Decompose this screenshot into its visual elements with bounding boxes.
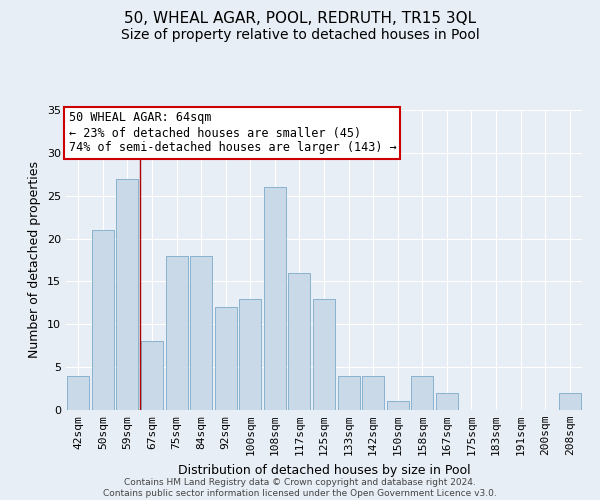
Bar [362,376,384,410]
Text: 50 WHEAL AGAR: 64sqm
← 23% of detached houses are smaller (45)
74% of semi-detac: 50 WHEAL AGAR: 64sqm ← 23% of detached h… [68,112,397,154]
Text: Size of property relative to detached houses in Pool: Size of property relative to detached ho… [121,28,479,42]
Bar [313,298,335,410]
Bar [436,393,458,410]
X-axis label: Distribution of detached houses by size in Pool: Distribution of detached houses by size … [178,464,470,476]
Bar [338,376,359,410]
Text: 50, WHEAL AGAR, POOL, REDRUTH, TR15 3QL: 50, WHEAL AGAR, POOL, REDRUTH, TR15 3QL [124,11,476,26]
Bar [289,273,310,410]
Bar [67,376,89,410]
Bar [215,307,237,410]
Y-axis label: Number of detached properties: Number of detached properties [28,162,41,358]
Bar [166,256,188,410]
Bar [264,187,286,410]
Bar [239,298,262,410]
Bar [116,178,139,410]
Bar [559,393,581,410]
Bar [411,376,433,410]
Bar [141,342,163,410]
Bar [190,256,212,410]
Bar [386,402,409,410]
Text: Contains HM Land Registry data © Crown copyright and database right 2024.
Contai: Contains HM Land Registry data © Crown c… [103,478,497,498]
Bar [92,230,114,410]
